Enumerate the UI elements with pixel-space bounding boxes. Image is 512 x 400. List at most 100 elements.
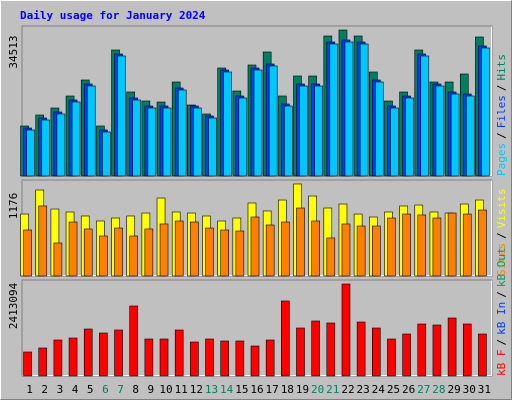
- bar: [83, 228, 93, 277]
- x-tick-label: 19: [296, 383, 309, 396]
- x-tick-label: 22: [341, 383, 354, 396]
- x-tick-label: 12: [190, 383, 203, 396]
- legend-separator: /: [495, 85, 508, 92]
- bar: [481, 47, 490, 177]
- bar: [220, 340, 229, 377]
- bar: [129, 235, 139, 277]
- bar: [405, 97, 414, 177]
- bar: [68, 221, 78, 277]
- x-tick-label: 10: [159, 383, 172, 396]
- bar: [23, 229, 32, 277]
- bar: [450, 93, 460, 177]
- bar: [159, 223, 169, 277]
- bar: [174, 329, 184, 377]
- bar: [356, 321, 366, 377]
- bar: [190, 341, 199, 377]
- bar: [299, 85, 308, 177]
- bar: [371, 327, 381, 377]
- bar: [56, 113, 66, 177]
- bar: [478, 333, 487, 377]
- bar: [144, 338, 154, 377]
- bar: [387, 217, 396, 277]
- bar: [99, 235, 108, 277]
- bar: [250, 216, 260, 277]
- bar: [462, 323, 472, 377]
- bar: [26, 129, 35, 177]
- bar: [235, 340, 245, 377]
- bar: [220, 229, 229, 277]
- bar: [265, 224, 275, 277]
- bar: [329, 43, 339, 177]
- x-tick-label: 9: [148, 383, 155, 396]
- bar: [114, 329, 123, 377]
- x-tick-label: 17: [266, 383, 279, 396]
- bar: [238, 97, 248, 177]
- bar: [478, 209, 487, 277]
- bar: [250, 345, 260, 377]
- legend-separator: /: [495, 132, 508, 139]
- legend: Sites / Visits: [495, 189, 508, 277]
- x-tick-label: 21: [326, 383, 339, 396]
- legend-entry: Sites: [495, 243, 508, 276]
- bar: [344, 41, 354, 177]
- x-tick-label: 16: [250, 383, 263, 396]
- bar: [390, 107, 399, 177]
- x-tick-label: 20: [311, 383, 324, 396]
- x-tick-label: 25: [387, 383, 400, 396]
- legend: Pages / Files / Hits: [495, 54, 508, 176]
- legend-separator: /: [495, 291, 508, 298]
- bar: [208, 117, 217, 177]
- chart-title: Daily usage for January 2024: [20, 9, 206, 22]
- bar: [284, 105, 293, 177]
- x-tick-label: 7: [117, 383, 124, 396]
- legend-entry: Pages: [495, 143, 508, 176]
- bar: [447, 212, 457, 277]
- bar: [326, 322, 336, 377]
- y-tick-label: 1176: [7, 193, 20, 220]
- legend-entry: Visits: [495, 189, 508, 229]
- bar: [132, 99, 142, 177]
- x-tick-label: 28: [432, 383, 445, 396]
- x-tick-label: 27: [417, 383, 430, 396]
- bar: [402, 213, 411, 277]
- x-tick-label: 6: [102, 383, 109, 396]
- bar: [417, 323, 427, 377]
- bar: [296, 327, 305, 377]
- bar: [53, 339, 63, 377]
- bar: [356, 225, 366, 277]
- bar: [374, 81, 384, 177]
- bar: [38, 347, 48, 377]
- bar: [177, 89, 187, 177]
- bar: [435, 85, 445, 177]
- bar: [159, 338, 169, 377]
- y-tick-label: 34513: [7, 35, 20, 68]
- bar: [53, 242, 63, 277]
- bar: [326, 237, 336, 277]
- bar: [68, 337, 78, 377]
- bar: [417, 214, 427, 277]
- bar: [314, 85, 323, 177]
- bar: [99, 332, 108, 377]
- bar: [296, 207, 305, 277]
- x-tick-label: 24: [372, 383, 386, 396]
- bar: [341, 223, 351, 277]
- y-tick-label: 2413094: [7, 282, 20, 329]
- x-tick-label: 30: [463, 383, 476, 396]
- x-tick-label: 18: [281, 383, 294, 396]
- bar: [23, 351, 32, 377]
- bar: [462, 213, 472, 277]
- bar: [190, 221, 199, 277]
- bar: [38, 205, 48, 277]
- bar: [402, 333, 411, 377]
- x-tick-label: 1: [26, 383, 33, 396]
- bar: [235, 230, 245, 277]
- x-tick-label: 26: [402, 383, 415, 396]
- legend-separator: /: [495, 232, 508, 239]
- bar: [223, 71, 232, 177]
- bar: [41, 119, 51, 177]
- x-tick-label: 14: [220, 383, 234, 396]
- bar: [387, 338, 396, 377]
- legend-entry: Hits: [495, 54, 508, 81]
